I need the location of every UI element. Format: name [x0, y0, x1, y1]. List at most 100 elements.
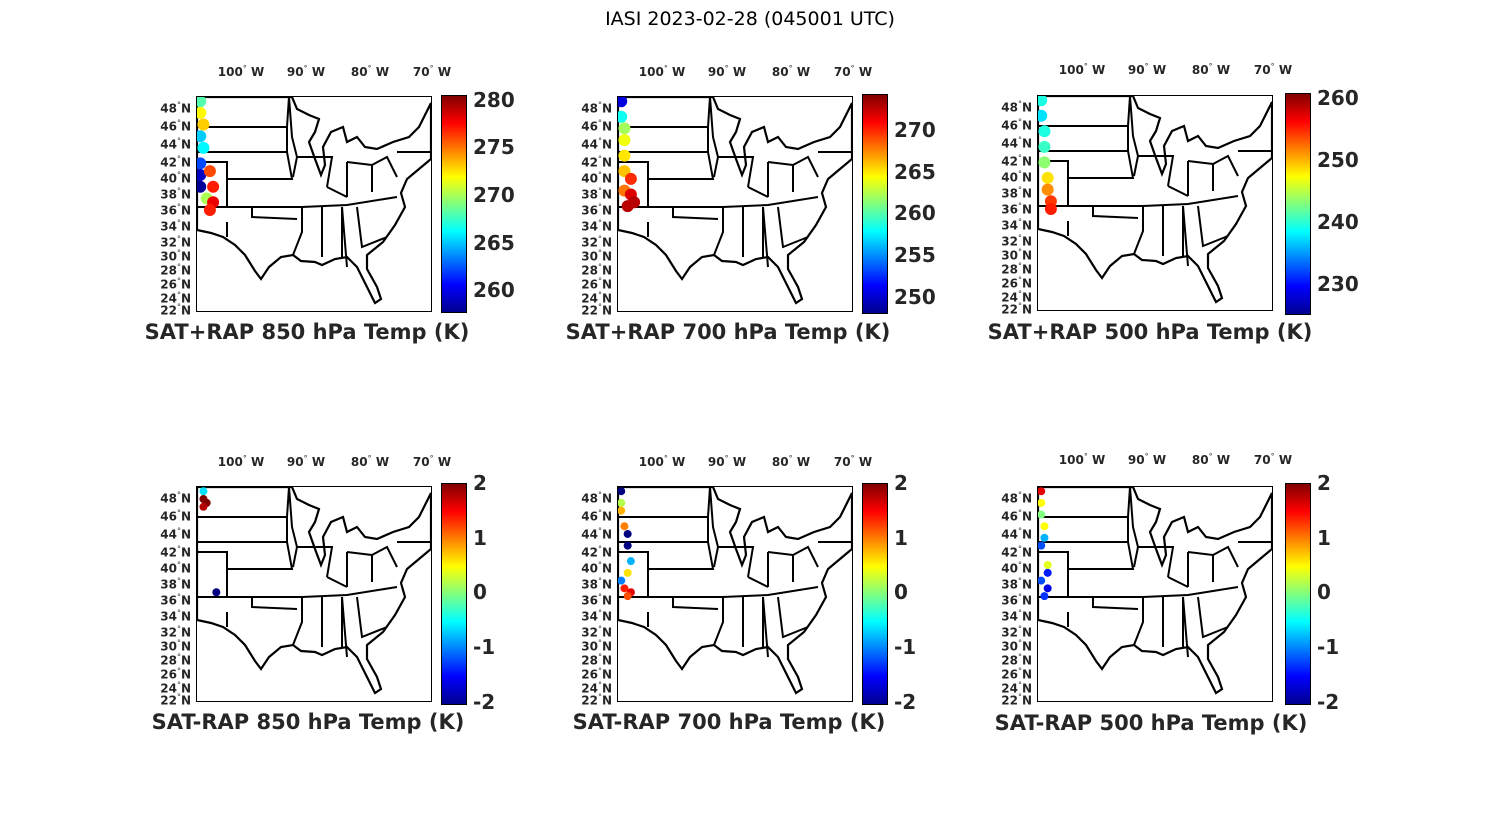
lat-tick-label: 30°N — [1001, 247, 1032, 263]
lat-tick-label: 34°N — [1001, 217, 1032, 233]
lat-tick-label: 32°N — [581, 624, 612, 640]
state-border — [197, 552, 228, 598]
data-point — [1038, 125, 1051, 138]
figure-title: IASI 2023-02-28 (045001 UTC) — [605, 8, 895, 30]
lon-tick-label: 90° W — [286, 454, 326, 469]
colorbar-tick-label: -2 — [473, 690, 496, 714]
country-outline — [1038, 487, 1272, 695]
lat-tick-label: 28°N — [1001, 652, 1032, 668]
us-state-map — [618, 97, 852, 305]
data-point — [618, 134, 631, 147]
state-border — [371, 545, 398, 568]
lon-tick-label: 90° W — [707, 454, 747, 469]
state-border — [648, 586, 819, 598]
state-border — [326, 576, 348, 588]
lat-tick-label: 38°N — [581, 576, 612, 592]
colorbar-tick-label: -2 — [894, 690, 917, 714]
state-border — [618, 127, 715, 180]
state-border — [792, 155, 819, 178]
state-border — [792, 545, 819, 568]
lat-tick-label: 26°N — [581, 666, 612, 682]
colorbar-tick-label: 230 — [1317, 272, 1359, 296]
colorbar — [441, 95, 467, 313]
data-point — [1038, 156, 1051, 169]
state-border — [709, 487, 720, 568]
data-point — [1038, 140, 1051, 153]
state-border — [227, 586, 398, 598]
lat-tick-label: 24°N — [1001, 680, 1032, 696]
state-border — [762, 596, 769, 658]
lat-tick-label: 40°N — [160, 560, 191, 576]
lat-tick-label: 22°N — [581, 302, 612, 318]
lat-tick-label: 26°N — [1001, 275, 1032, 291]
us-state-map — [197, 97, 431, 305]
state-border — [1197, 596, 1229, 639]
state-border — [1212, 545, 1239, 568]
colorbar-tick-label: 1 — [894, 526, 908, 550]
state-border — [672, 597, 719, 610]
lon-tick-label: 70° W — [412, 64, 452, 79]
state-border — [1212, 154, 1239, 177]
state-border — [1129, 96, 1140, 177]
lat-tick-label: 48°N — [581, 100, 612, 116]
colorbar — [1285, 483, 1311, 705]
data-point — [1038, 541, 1046, 550]
data-point — [1040, 592, 1049, 601]
state-border — [341, 596, 348, 658]
data-point — [199, 502, 208, 511]
lat-tick-label: 42°N — [581, 154, 612, 170]
colorbar-tick-label: 0 — [894, 580, 908, 604]
data-point — [197, 180, 207, 193]
state-border — [618, 517, 715, 570]
data-point — [623, 568, 632, 577]
state-border — [718, 156, 755, 188]
state-border — [709, 97, 720, 178]
lat-tick-label: 38°N — [581, 186, 612, 202]
data-point — [197, 130, 207, 143]
colorbar-tick-label: 265 — [894, 160, 936, 184]
lon-tick-label: 80° W — [350, 64, 390, 79]
data-point — [620, 584, 629, 593]
state-border — [297, 156, 334, 188]
lon-tick-label: 70° W — [1253, 452, 1293, 467]
lon-tick-label: 70° W — [412, 454, 452, 469]
lat-tick-label: 44°N — [581, 526, 612, 542]
data-point — [1038, 487, 1046, 496]
state-border — [713, 597, 724, 646]
map-axes — [1037, 486, 1273, 702]
data-point — [197, 97, 207, 108]
state-border — [1038, 552, 1069, 598]
lon-tick-label: 70° W — [1253, 62, 1293, 77]
state-border — [288, 487, 299, 568]
lat-tick-label: 32°N — [1001, 233, 1032, 249]
panel-title: SAT-RAP 850 hPa Temp (K) — [151, 710, 465, 734]
lon-tick-label: 100° W — [638, 454, 686, 469]
lat-tick-label: 42°N — [581, 544, 612, 560]
state-border — [1138, 546, 1175, 578]
state-border — [251, 207, 298, 220]
map-axes — [196, 96, 432, 312]
lat-tick-label: 46°N — [160, 508, 191, 524]
data-point — [197, 118, 210, 131]
lon-tick-label: 70° W — [833, 454, 873, 469]
state-border — [1038, 517, 1135, 570]
lat-tick-label: 30°N — [581, 248, 612, 264]
data-point — [618, 97, 628, 108]
data-point — [197, 157, 207, 170]
data-point — [1038, 498, 1046, 507]
data-point — [618, 506, 626, 515]
state-border — [197, 517, 294, 570]
lat-tick-label: 30°N — [581, 638, 612, 654]
data-point — [618, 498, 626, 507]
panel-title: SAT+RAP 850 hPa Temp (K) — [144, 320, 470, 344]
us-state-map — [197, 487, 431, 695]
lon-tick-label: 80° W — [1191, 452, 1231, 467]
state-border — [747, 576, 769, 588]
lat-tick-label: 30°N — [1001, 638, 1032, 654]
lat-tick-label: 44°N — [1001, 135, 1032, 151]
map-axes — [617, 96, 853, 312]
data-point — [212, 588, 221, 597]
state-border — [1187, 551, 1214, 582]
lat-tick-label: 24°N — [160, 680, 191, 696]
lat-tick-label: 34°N — [581, 218, 612, 234]
